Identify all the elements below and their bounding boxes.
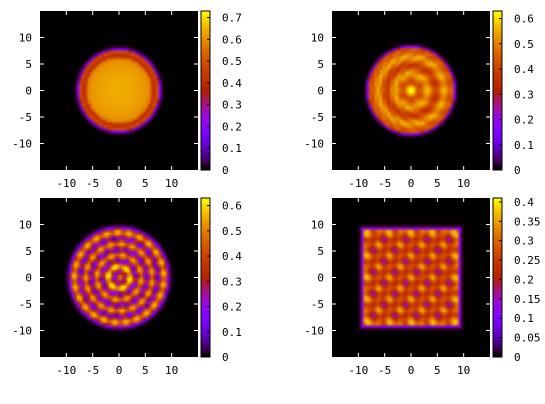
colorbar-tick-label: 0 xyxy=(222,351,229,364)
colorbar-tick-label: 0 xyxy=(514,351,521,364)
colorbar-tick-label: 0.05 xyxy=(514,332,541,345)
colorbar xyxy=(200,197,211,358)
heatmap-image xyxy=(332,11,490,170)
colorbar xyxy=(492,10,503,171)
x-tick-label: 0 xyxy=(408,364,415,377)
heatmap-panel-2: -10 -5 0 5 10 10 5 0 -5 -10 0.6 0.5 0.4 0.3 0.2 0.1 0 xyxy=(304,10,534,190)
colorbar xyxy=(492,197,503,358)
x-tick-label: 0 xyxy=(116,364,123,377)
y-tick-label: -10 xyxy=(304,138,324,151)
y-tick-label: 5 xyxy=(25,245,32,258)
y-tick-label: 5 xyxy=(317,245,324,258)
colorbar-tick-label: 0.1 xyxy=(222,142,242,155)
colorbar-tick-label: 0.5 xyxy=(222,55,242,68)
y-tick-label: 10 xyxy=(19,219,32,232)
heatmap-image xyxy=(40,11,198,170)
colorbar xyxy=(200,10,211,171)
colorbar-tick-label: 0.2 xyxy=(222,301,242,314)
x-tick-label: 10 xyxy=(165,177,178,190)
y-tick-label: -5 xyxy=(311,298,324,311)
x-tick-label: -10 xyxy=(348,364,368,377)
x-tick-label: -5 xyxy=(378,364,391,377)
y-tick-label: 0 xyxy=(317,85,324,98)
y-tick-label: -10 xyxy=(12,138,32,151)
colorbar-tick-label: 0.5 xyxy=(514,38,534,51)
y-tick-label: 5 xyxy=(317,58,324,71)
colorbar-tick-label: 0.2 xyxy=(514,114,534,127)
x-tick-label: 10 xyxy=(457,177,470,190)
x-tick-label: -5 xyxy=(86,177,99,190)
x-tick-label: 10 xyxy=(457,364,470,377)
y-tick-label: -10 xyxy=(12,325,32,338)
x-tick-label: -5 xyxy=(378,177,391,190)
colorbar-tick-label: 0.5 xyxy=(222,225,242,238)
y-tick-label: 0 xyxy=(25,85,32,98)
colorbar-tick-label: 0.1 xyxy=(514,139,534,152)
colorbar-tick-label: 0.6 xyxy=(514,13,534,26)
colorbar-tick-label: 0.3 xyxy=(222,275,242,288)
heatmap-panel-4: -10 -5 0 5 10 10 5 0 -5 -10 0.4 0.35 0.3 0.25 0.2 0.15 0… xyxy=(304,196,540,377)
x-tick-label: -5 xyxy=(86,364,99,377)
colorbar-tick-label: 0.25 xyxy=(514,254,541,267)
colorbar-tick-label: 0.2 xyxy=(222,120,242,133)
x-tick-label: 5 xyxy=(434,177,441,190)
colorbar-tick-label: 0.1 xyxy=(514,312,534,325)
y-tick-label: 0 xyxy=(25,272,32,285)
colorbar-tick-label: 0.7 xyxy=(222,12,242,25)
y-tick-label: 0 xyxy=(317,272,324,285)
colorbar-tick-label: 0 xyxy=(222,164,229,177)
colorbar-tick-label: 0.1 xyxy=(222,326,242,339)
y-tick-label: 10 xyxy=(311,219,324,232)
x-tick-label: -10 xyxy=(56,364,76,377)
heatmap-image xyxy=(332,198,490,357)
colorbar-tick-label: 0.3 xyxy=(514,88,534,101)
y-tick-label: -10 xyxy=(304,325,324,338)
x-tick-label: 5 xyxy=(142,364,149,377)
colorbar-tick-label: 0.2 xyxy=(514,273,534,286)
x-tick-label: -10 xyxy=(56,177,76,190)
colorbar-tick-label: 0 xyxy=(514,164,521,177)
x-tick-label: 10 xyxy=(165,364,178,377)
heatmap-panel-3: -10 -5 0 5 10 10 5 0 -5 -10 0.6 0.5 0.4 0.3 0.2 0.1 0 xyxy=(12,197,242,377)
colorbar-tick-label: 0.6 xyxy=(222,33,242,46)
colorbar-tick-label: 0.35 xyxy=(514,215,541,228)
colorbar-tick-label: 0.4 xyxy=(222,250,242,263)
y-tick-label: 10 xyxy=(311,32,324,45)
x-tick-label: -10 xyxy=(348,177,368,190)
colorbar-tick-label: 0.3 xyxy=(514,235,534,248)
colorbar-tick-label: 0.4 xyxy=(222,77,242,90)
y-tick-label: -5 xyxy=(311,111,324,124)
colorbar-tick-label: 0.4 xyxy=(514,63,534,76)
colorbar-tick-label: 0.3 xyxy=(222,99,242,112)
y-tick-label: 10 xyxy=(19,32,32,45)
colorbar-tick-label: 0.15 xyxy=(514,293,541,306)
x-tick-label: 5 xyxy=(142,177,149,190)
x-tick-label: 5 xyxy=(434,364,441,377)
colorbar-tick-label: 0.6 xyxy=(222,200,242,213)
heatmap-image xyxy=(40,198,198,357)
x-tick-label: 0 xyxy=(408,177,415,190)
y-tick-label: 5 xyxy=(25,58,32,71)
y-tick-label: -5 xyxy=(19,298,32,311)
x-tick-label: 0 xyxy=(116,177,123,190)
y-tick-label: -5 xyxy=(19,111,32,124)
colorbar-tick-label: 0.4 xyxy=(514,196,534,209)
heatmap-panel-1: -10 -5 0 5 10 10 5 0 -5 -10 0.7 0.6 0.5 0.4 0.3 0.2 0.1 0 xyxy=(12,10,242,190)
